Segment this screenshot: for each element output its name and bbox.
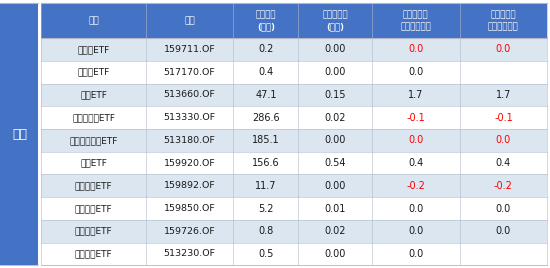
- Text: 0.02: 0.02: [324, 113, 346, 123]
- Text: 恒生ETF: 恒生ETF: [80, 159, 107, 168]
- Text: 0.0: 0.0: [408, 226, 424, 236]
- Text: 159711.OF: 159711.OF: [164, 45, 216, 54]
- Text: 申赎（亿元）: 申赎（亿元）: [488, 22, 519, 31]
- Text: 0.02: 0.02: [324, 226, 346, 236]
- Text: 沪港深ETF: 沪港深ETF: [78, 68, 109, 77]
- Text: 最新规模: 最新规模: [256, 10, 276, 19]
- Bar: [41, 197, 547, 220]
- Text: 286.6: 286.6: [252, 113, 280, 123]
- Text: 185.1: 185.1: [252, 135, 280, 145]
- Text: 0.4: 0.4: [258, 67, 273, 77]
- Text: 517170.OF: 517170.OF: [164, 68, 216, 77]
- Text: 恒生互联网ETF: 恒生互联网ETF: [72, 113, 115, 122]
- Text: 513330.OF: 513330.OF: [163, 113, 216, 122]
- Bar: [41, 220, 547, 243]
- Text: 0.01: 0.01: [324, 203, 346, 214]
- Text: 0.54: 0.54: [324, 158, 346, 168]
- Text: 0.0: 0.0: [408, 135, 424, 145]
- Text: -0.2: -0.2: [494, 181, 513, 191]
- Text: 0.5: 0.5: [258, 249, 274, 259]
- Text: 0.0: 0.0: [408, 249, 424, 259]
- Text: 11.7: 11.7: [255, 181, 277, 191]
- Text: 单日净申赎: 单日净申赎: [322, 10, 348, 19]
- Text: 产品: 产品: [88, 16, 99, 25]
- Text: 159726.OF: 159726.OF: [164, 227, 216, 236]
- Text: 恒生科技指数ETF: 恒生科技指数ETF: [69, 136, 118, 145]
- Text: 恒生ETF: 恒生ETF: [80, 90, 107, 99]
- Text: -0.2: -0.2: [406, 181, 425, 191]
- Text: -0.1: -0.1: [494, 113, 513, 123]
- Text: (亿元): (亿元): [257, 22, 275, 31]
- Bar: [41, 152, 547, 174]
- Text: -0.1: -0.1: [406, 113, 425, 123]
- Text: 代码: 代码: [184, 16, 195, 25]
- Text: 0.00: 0.00: [324, 181, 346, 191]
- Text: 0.2: 0.2: [258, 44, 274, 54]
- Text: (亿元): (亿元): [326, 22, 344, 31]
- Text: 恒生医药ETF: 恒生医药ETF: [75, 181, 112, 190]
- Text: 0.4: 0.4: [496, 158, 511, 168]
- Text: 0.0: 0.0: [496, 226, 511, 236]
- Bar: [41, 61, 547, 84]
- Text: 0.8: 0.8: [258, 226, 273, 236]
- Bar: [41, 106, 547, 129]
- Text: 0.0: 0.0: [408, 67, 424, 77]
- Bar: [41, 129, 547, 152]
- Text: 0.0: 0.0: [408, 44, 424, 54]
- Bar: [41, 174, 547, 197]
- Bar: [41, 84, 547, 106]
- Text: 恒生红利ETF: 恒生红利ETF: [75, 227, 112, 236]
- Text: 156.6: 156.6: [252, 158, 280, 168]
- Bar: [41, 243, 547, 265]
- Text: 本周以来净: 本周以来净: [403, 10, 428, 19]
- Text: 申赎（亿元）: 申赎（亿元）: [400, 22, 431, 31]
- Text: 159892.OF: 159892.OF: [164, 181, 216, 190]
- Text: 0.4: 0.4: [408, 158, 424, 168]
- Text: 0.00: 0.00: [324, 249, 346, 259]
- Text: 47.1: 47.1: [255, 90, 277, 100]
- Text: 0.0: 0.0: [496, 44, 511, 54]
- Text: 0.0: 0.0: [408, 203, 424, 214]
- Text: 513180.OF: 513180.OF: [164, 136, 216, 145]
- Bar: [0, 3, 39, 265]
- Text: 513230.OF: 513230.OF: [164, 250, 216, 258]
- Text: 513660.OF: 513660.OF: [164, 90, 216, 99]
- Text: 0.0: 0.0: [496, 203, 511, 214]
- Text: 0.00: 0.00: [324, 44, 346, 54]
- Text: 1.7: 1.7: [408, 90, 424, 100]
- Text: 港股: 港股: [12, 128, 27, 140]
- Bar: [41, 38, 547, 61]
- Text: 5.2: 5.2: [258, 203, 274, 214]
- Text: 本月以来净: 本月以来净: [491, 10, 516, 19]
- Text: 0.00: 0.00: [324, 67, 346, 77]
- Text: 0.15: 0.15: [324, 90, 346, 100]
- Text: 港股通ETF: 港股通ETF: [78, 45, 109, 54]
- Text: 恒生国企ETF: 恒生国企ETF: [75, 204, 112, 213]
- Text: 159850.OF: 159850.OF: [164, 204, 216, 213]
- Text: 0.0: 0.0: [496, 135, 511, 145]
- Bar: [41, 3, 547, 38]
- Text: 港股消费ETF: 港股消费ETF: [75, 250, 112, 258]
- Text: 0.00: 0.00: [324, 135, 346, 145]
- Text: 159920.OF: 159920.OF: [164, 159, 216, 168]
- Text: 1.7: 1.7: [496, 90, 511, 100]
